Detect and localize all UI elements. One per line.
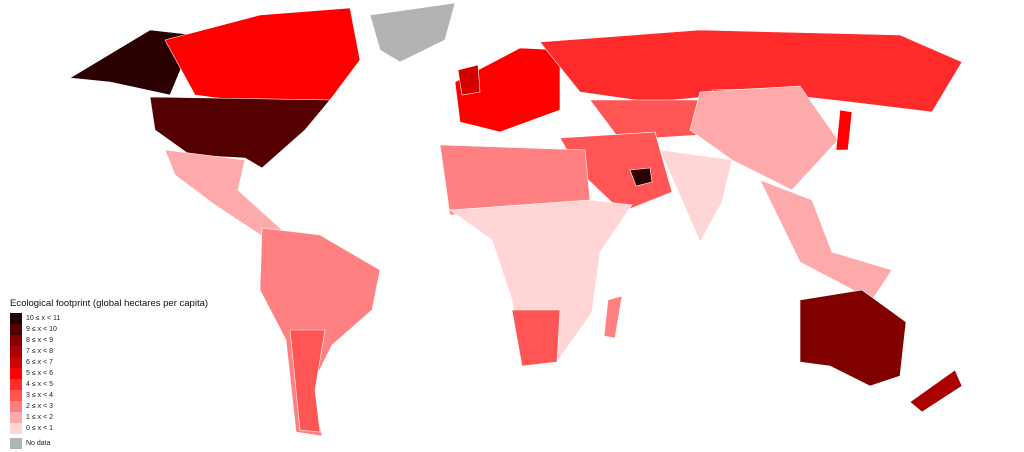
legend-swatch	[10, 357, 22, 368]
region-uk-ireland	[457, 64, 481, 96]
legend-swatch	[10, 438, 22, 449]
legend-swatch	[10, 379, 22, 390]
legend-label: 2 ≤ x < 3	[26, 403, 53, 410]
legend-item: 4 ≤ x < 5	[10, 379, 208, 390]
legend-item: 6 ≤ x < 7	[10, 357, 208, 368]
region-gulf-states	[629, 167, 653, 187]
legend-item: 3 ≤ x < 4	[10, 390, 208, 401]
region-southern-africa	[511, 309, 561, 367]
region-china	[689, 85, 839, 191]
legend-swatch	[10, 313, 22, 324]
legend-no-data: No data	[10, 438, 208, 449]
region-africa	[449, 199, 633, 367]
region-usa	[149, 96, 331, 169]
legend-swatch	[10, 401, 22, 412]
legend-label: 4 ≤ x < 5	[26, 381, 53, 388]
legend-swatch	[10, 368, 22, 379]
legend-label: 3 ≤ x < 4	[26, 392, 53, 399]
region-australia	[799, 289, 907, 387]
legend-swatch	[10, 346, 22, 357]
region-russia	[539, 29, 963, 113]
legend-item: 2 ≤ x < 3	[10, 401, 208, 412]
region-europe	[454, 47, 561, 133]
region-new-zealand	[909, 369, 963, 413]
region-south-asia	[659, 149, 733, 243]
legend-label: 5 ≤ x < 6	[26, 370, 53, 377]
legend-label: 10 ≤ x < 11	[26, 315, 61, 322]
region-uruguay-argentina	[289, 329, 326, 433]
legend-title: Ecological footprint (global hectares pe…	[10, 298, 209, 309]
legend-label: 9 ≤ x < 10	[26, 326, 57, 333]
legend: Ecological footprint (global hectares pe…	[10, 298, 208, 449]
legend-item: 8 ≤ x < 9	[10, 335, 208, 346]
legend-swatch	[10, 412, 22, 423]
region-madagascar	[603, 295, 623, 339]
legend-label: 0 ≤ x < 1	[26, 425, 53, 432]
legend-label: No data	[26, 440, 51, 447]
region-southeast-asia	[759, 179, 893, 301]
legend-item: 1 ≤ x < 2	[10, 412, 208, 423]
legend-swatch	[10, 324, 22, 335]
legend-item: 0 ≤ x < 1	[10, 423, 208, 434]
region-greenland	[369, 2, 456, 63]
legend-label: 6 ≤ x < 7	[26, 359, 53, 366]
legend-item: 7 ≤ x < 8	[10, 346, 208, 357]
legend-swatch	[10, 423, 22, 434]
legend-swatch	[10, 390, 22, 401]
legend-item: 5 ≤ x < 6	[10, 368, 208, 379]
legend-label: 7 ≤ x < 8	[26, 348, 53, 355]
region-japan	[835, 109, 853, 151]
legend-label: 1 ≤ x < 2	[26, 414, 53, 421]
legend-item: 9 ≤ x < 10	[10, 324, 208, 335]
legend-swatch	[10, 335, 22, 346]
legend-label: 8 ≤ x < 9	[26, 337, 53, 344]
region-canada	[164, 7, 361, 106]
legend-item: 10 ≤ x < 11	[10, 313, 208, 324]
